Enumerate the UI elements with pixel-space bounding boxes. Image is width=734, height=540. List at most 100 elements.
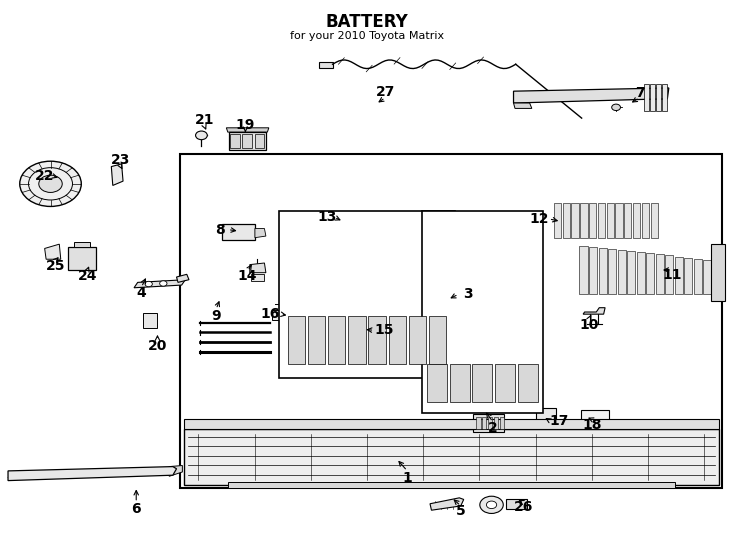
Bar xyxy=(222,224,255,240)
Bar xyxy=(429,316,446,364)
Bar xyxy=(494,416,498,429)
Polygon shape xyxy=(627,251,635,294)
Polygon shape xyxy=(8,467,176,481)
Circle shape xyxy=(20,161,81,206)
Circle shape xyxy=(611,104,620,111)
Polygon shape xyxy=(636,252,644,294)
Polygon shape xyxy=(615,202,622,238)
Polygon shape xyxy=(589,247,597,294)
Bar xyxy=(536,408,556,422)
Polygon shape xyxy=(650,202,658,238)
Polygon shape xyxy=(703,260,711,294)
Polygon shape xyxy=(665,255,673,294)
Polygon shape xyxy=(321,213,366,223)
Text: 16: 16 xyxy=(261,307,280,321)
Bar xyxy=(473,414,504,431)
Bar xyxy=(650,84,655,111)
Bar xyxy=(482,416,487,429)
Bar xyxy=(661,84,666,111)
Polygon shape xyxy=(583,308,605,314)
Text: 8: 8 xyxy=(216,222,225,237)
Text: for your 2010 Toyota Matrix: for your 2010 Toyota Matrix xyxy=(290,31,444,40)
Circle shape xyxy=(480,496,504,514)
Text: 23: 23 xyxy=(110,153,130,166)
Polygon shape xyxy=(608,249,616,294)
Polygon shape xyxy=(579,246,587,294)
Polygon shape xyxy=(430,498,464,510)
Text: 21: 21 xyxy=(195,113,214,127)
Polygon shape xyxy=(112,164,123,185)
Polygon shape xyxy=(176,274,189,282)
Bar xyxy=(68,247,96,270)
Text: 5: 5 xyxy=(456,504,465,518)
Bar xyxy=(279,211,455,377)
Bar xyxy=(74,242,90,247)
Polygon shape xyxy=(606,202,614,238)
Bar xyxy=(368,316,385,364)
Text: 17: 17 xyxy=(549,414,569,428)
Circle shape xyxy=(145,281,153,287)
Polygon shape xyxy=(589,202,596,238)
Bar xyxy=(409,316,426,364)
Bar xyxy=(319,62,333,68)
Bar xyxy=(184,419,719,429)
Text: 10: 10 xyxy=(579,318,599,332)
Text: 4: 4 xyxy=(137,286,146,300)
Polygon shape xyxy=(226,128,269,132)
Polygon shape xyxy=(571,202,578,238)
Polygon shape xyxy=(514,88,669,103)
Text: 2: 2 xyxy=(488,421,498,435)
Text: 15: 15 xyxy=(374,323,393,338)
Circle shape xyxy=(195,131,207,140)
Text: 24: 24 xyxy=(77,269,97,284)
Polygon shape xyxy=(597,202,605,238)
Text: 13: 13 xyxy=(317,210,336,224)
Bar xyxy=(495,364,515,402)
Bar xyxy=(644,84,649,111)
Bar xyxy=(476,416,481,429)
Polygon shape xyxy=(580,202,587,238)
Bar xyxy=(655,84,661,111)
Polygon shape xyxy=(514,103,532,109)
Polygon shape xyxy=(624,202,631,238)
Text: 7: 7 xyxy=(635,86,644,100)
Text: 19: 19 xyxy=(236,118,255,132)
Bar xyxy=(581,410,608,422)
Polygon shape xyxy=(617,250,625,294)
Polygon shape xyxy=(646,253,654,294)
Circle shape xyxy=(487,501,497,509)
Bar xyxy=(388,316,406,364)
Bar xyxy=(473,364,493,402)
Text: 22: 22 xyxy=(35,168,54,183)
Text: 20: 20 xyxy=(148,340,167,354)
Text: 27: 27 xyxy=(376,85,395,99)
Bar xyxy=(506,500,527,509)
Bar xyxy=(180,154,722,488)
Polygon shape xyxy=(45,244,61,259)
Polygon shape xyxy=(642,202,649,238)
Bar xyxy=(488,416,493,429)
Polygon shape xyxy=(562,202,570,238)
Text: 18: 18 xyxy=(583,418,603,432)
Bar xyxy=(272,310,286,320)
Text: 14: 14 xyxy=(238,269,258,284)
Bar xyxy=(29,174,73,193)
Bar xyxy=(251,274,264,281)
Polygon shape xyxy=(134,280,185,288)
Text: 1: 1 xyxy=(402,471,413,485)
Polygon shape xyxy=(633,202,640,238)
Polygon shape xyxy=(554,202,561,238)
Bar xyxy=(230,134,239,149)
Polygon shape xyxy=(255,228,266,238)
Text: BATTERY: BATTERY xyxy=(326,14,408,31)
Bar xyxy=(426,362,539,404)
Circle shape xyxy=(160,281,167,286)
Polygon shape xyxy=(250,263,266,273)
Text: 25: 25 xyxy=(46,259,65,273)
Bar xyxy=(518,364,538,402)
Polygon shape xyxy=(694,259,702,294)
Bar xyxy=(711,244,724,301)
Polygon shape xyxy=(684,258,692,294)
Bar xyxy=(422,211,543,413)
Bar xyxy=(450,364,470,402)
